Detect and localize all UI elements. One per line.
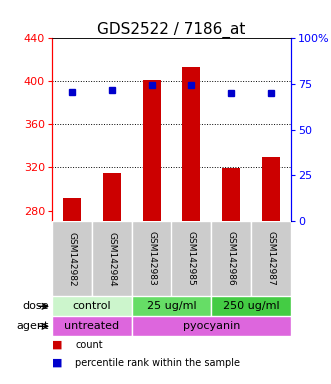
Text: GSM142986: GSM142986	[227, 232, 236, 286]
Text: agent: agent	[16, 321, 49, 331]
Text: dose: dose	[22, 301, 49, 311]
Text: GSM142987: GSM142987	[266, 232, 276, 286]
Text: ■: ■	[52, 358, 63, 367]
Text: 250 ug/ml: 250 ug/ml	[223, 301, 279, 311]
Bar	[251, 221, 291, 296]
Bar	[222, 169, 240, 221]
Text: untreated: untreated	[64, 321, 119, 331]
Bar	[63, 197, 81, 221]
Text: GSM142983: GSM142983	[147, 232, 156, 286]
Text: count: count	[75, 339, 103, 350]
Bar	[211, 221, 251, 296]
Bar	[132, 316, 291, 336]
Bar	[52, 316, 132, 336]
Bar	[103, 173, 121, 221]
Text: GSM142982: GSM142982	[68, 232, 76, 286]
Text: GSM142985: GSM142985	[187, 232, 196, 286]
Text: control: control	[72, 301, 111, 311]
Text: percentile rank within the sample: percentile rank within the sample	[75, 358, 240, 367]
Bar	[143, 80, 161, 221]
Bar	[171, 221, 211, 296]
Text: GSM142984: GSM142984	[107, 232, 116, 286]
Text: ■: ■	[52, 339, 63, 350]
Text: 25 ug/ml: 25 ug/ml	[147, 301, 196, 311]
Bar	[182, 67, 200, 221]
Bar	[52, 296, 132, 316]
Bar	[262, 157, 280, 221]
Bar	[92, 221, 132, 296]
Bar	[211, 296, 291, 316]
Bar	[52, 221, 92, 296]
Bar	[132, 296, 211, 316]
Title: GDS2522 / 7186_at: GDS2522 / 7186_at	[97, 22, 246, 38]
Text: pyocyanin: pyocyanin	[183, 321, 240, 331]
Bar	[132, 221, 171, 296]
